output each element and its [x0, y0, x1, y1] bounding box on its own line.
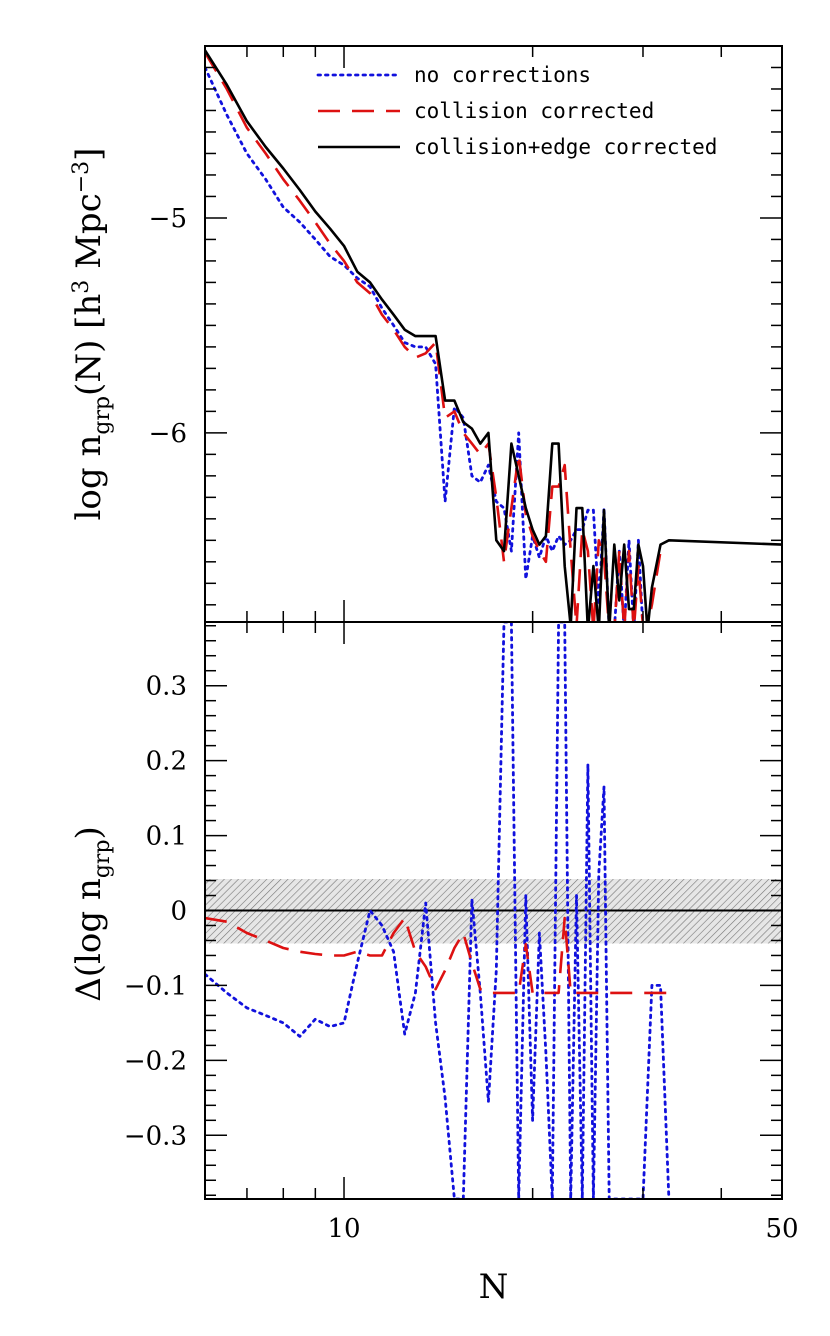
top-panel-frame [204, 45, 783, 623]
y-tick-label: 0.1 [146, 822, 187, 852]
y-tick-label: 0 [170, 897, 187, 927]
y-tick-label: 0.2 [146, 747, 187, 777]
legend: no corrections collision corrected collisi… [316, 63, 717, 159]
y-tick-label: −6 [149, 419, 187, 449]
series-line-no-corrections [205, 66, 644, 622]
y-tick-label: −0.1 [124, 971, 187, 1001]
y-tick-label: 0.3 [146, 672, 187, 702]
legend-label: collision+edge corrected [414, 135, 717, 159]
series-line-collision-corrected [205, 916, 669, 995]
top-y-axis-label: log ngrp(N) [h3 Mpc−3] [69, 148, 115, 521]
top-panel: −5 −6 [149, 45, 783, 623]
x-tick-label: 10 [327, 1214, 360, 1244]
series-line-collision-edge-corrected [205, 49, 782, 622]
x-tick-label: 50 [765, 1214, 798, 1244]
legend-label: no corrections [414, 63, 591, 87]
series-line-no-corrections [205, 622, 671, 1199]
bottom-panel: 0.3 0.2 0.1 0 −0.1 −0.2 −0.3 10 50 [124, 621, 799, 1244]
bottom-y-axis-label: Δ(log ngrp) [69, 826, 115, 1002]
y-tick-label: −5 [149, 204, 187, 234]
y-tick-label: −0.3 [124, 1121, 187, 1151]
x-axis-label: N [479, 1267, 509, 1307]
legend-label: collision corrected [414, 99, 654, 123]
y-tick-label: −0.2 [124, 1046, 187, 1076]
axis-labels: log ngrp(N) [h3 Mpc−3] Δ(log ngrp) N [69, 148, 508, 1307]
